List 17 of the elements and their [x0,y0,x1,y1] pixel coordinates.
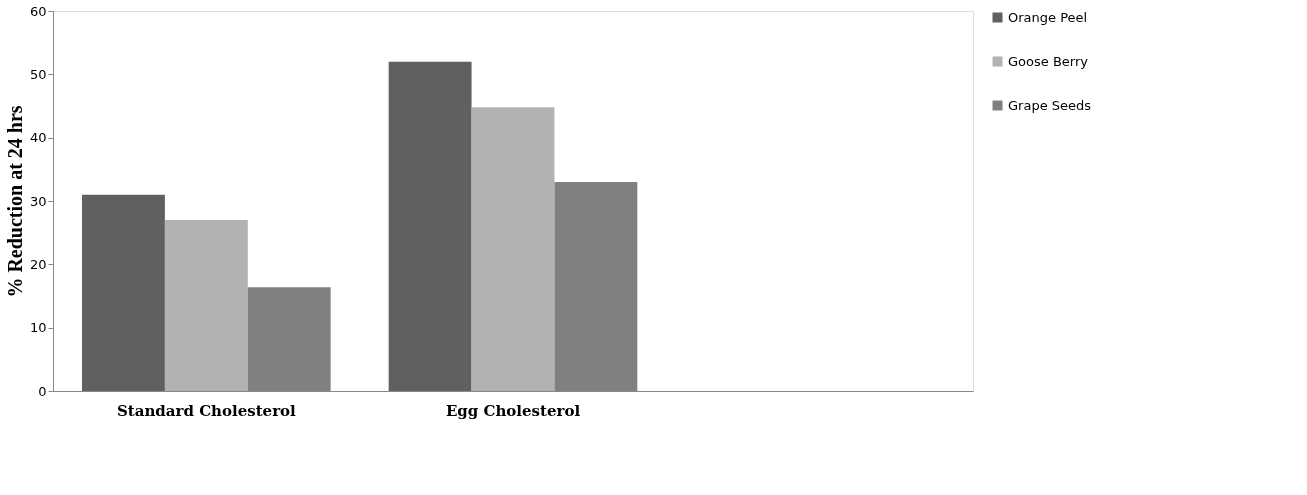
legend-label: Orange Peel [1008,9,1088,25]
y-tick-label: 30 [29,193,47,209]
y-tick-label: 20 [29,256,47,272]
x-tick-label: Egg Cholesterol [445,401,581,420]
y-tick-label: 10 [29,320,47,336]
legend-label: Grape Seeds [1008,97,1092,113]
bar [82,194,165,391]
y-tick-label: 40 [29,130,47,146]
bar [164,220,248,391]
y-tick-label: 0 [38,383,47,399]
x-tick-label: Standard Cholesterol [116,401,297,420]
bar [388,61,472,391]
y-axis-title: % Reduction at 24 hrs [3,105,26,298]
legend-label: Goose Berry [1008,53,1089,69]
bar [471,107,555,391]
y-tick-label: 60 [29,3,47,19]
y-tick-label: 50 [29,66,47,82]
